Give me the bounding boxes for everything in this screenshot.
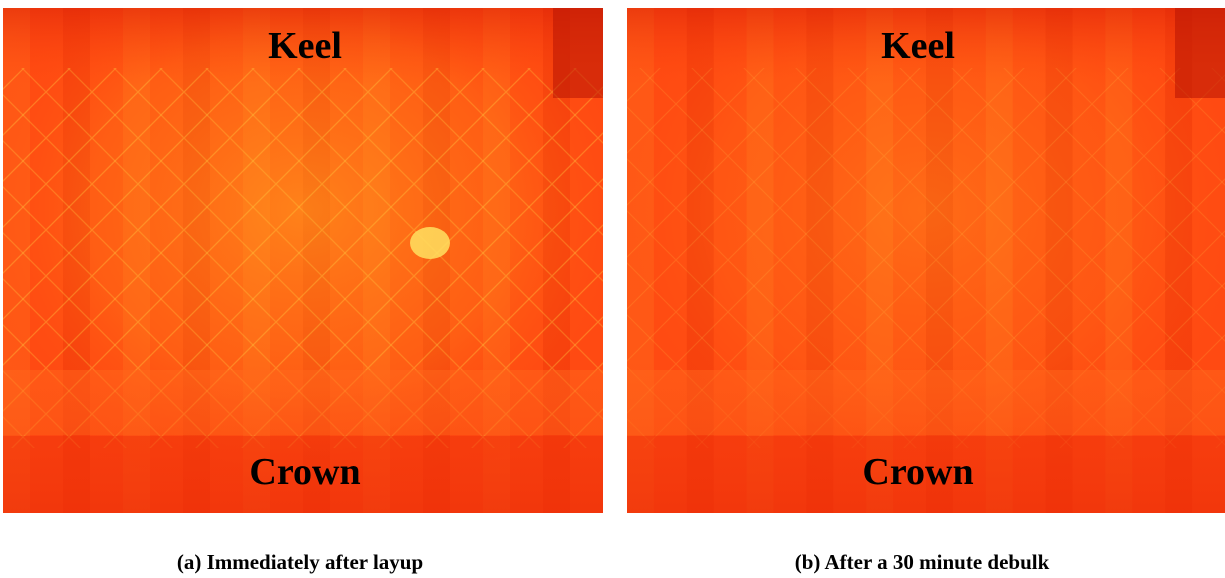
crown-label: Crown [249,451,360,493]
panel-image [627,8,1225,513]
keel-label: Keel [881,25,955,67]
corner [553,8,603,98]
corner [1175,8,1225,98]
fade [627,8,1225,513]
keel-label: Keel [268,25,342,67]
caption: (a) Immediately after layup [177,550,423,574]
hot-spot [410,227,450,259]
fade [3,8,603,513]
caption: (b) After a 30 minute debulk [795,550,1050,574]
crown-label: Crown [862,451,973,493]
panel-image [3,8,603,513]
